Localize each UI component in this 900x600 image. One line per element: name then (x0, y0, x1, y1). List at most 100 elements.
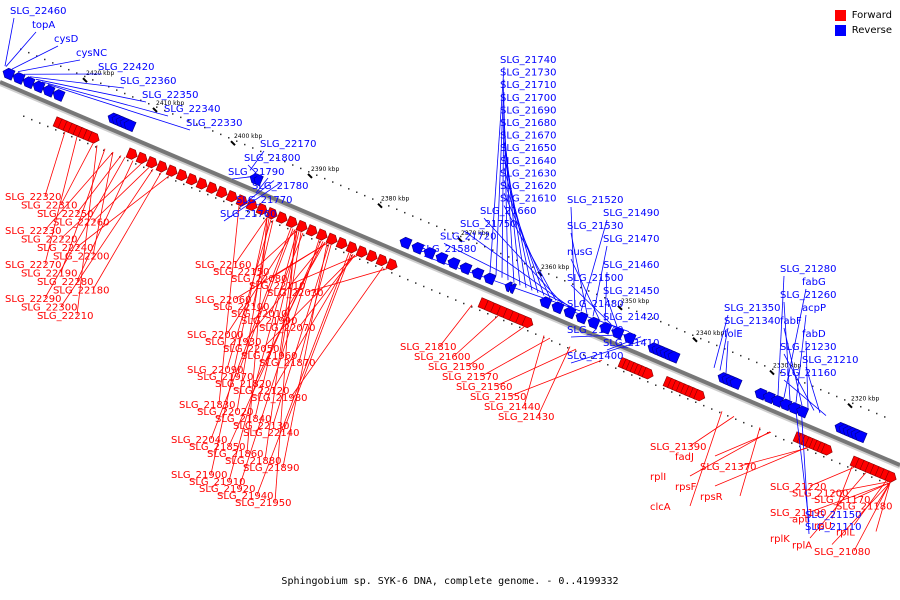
reverse-gene-label: SLG_21640 (500, 156, 556, 167)
minor-tick (623, 370, 625, 373)
minor-tick (220, 133, 222, 136)
minor-tick (484, 245, 486, 248)
forward-gene-arrow (305, 224, 318, 237)
forward-gene-arrow (265, 207, 278, 220)
reverse-gene-arrow (563, 306, 577, 320)
reverse-gene-label: SLG_21340 (724, 316, 780, 327)
reverse-gene-label: SLG_21280 (780, 264, 836, 275)
reverse-gene-arrow (854, 430, 868, 444)
forward-gene-label: SLG_21920 (199, 484, 255, 495)
leader-line (92, 172, 162, 290)
minor-tick (628, 307, 630, 309)
leader-line (4, 17, 15, 67)
forward-gene-label: rplK (770, 534, 790, 545)
minor-tick (44, 58, 46, 61)
forward-gene-label: SLG_21940 (217, 491, 273, 502)
reverse-gene-label: SLG_21520 (567, 195, 623, 206)
minor-tick (279, 224, 281, 226)
minor-tick (668, 324, 670, 326)
minor-tick (207, 193, 209, 196)
tick-label: 2380 kbp (381, 196, 409, 203)
forward-gene-arrow (215, 185, 228, 199)
leader-line (280, 232, 302, 356)
forward-gene-label: rplA (792, 541, 812, 552)
reverse-gene-label: SLG_21690 (500, 105, 556, 116)
minor-tick (876, 412, 878, 415)
reverse-gene-label: SLG_21420 (603, 312, 659, 323)
leader-line (739, 447, 809, 467)
forward-gene-arrow (325, 232, 338, 245)
leader-line (44, 156, 126, 299)
leader-line (805, 340, 809, 408)
reverse-gene-label: cysD (54, 34, 79, 45)
forward-gene-arrow (641, 367, 654, 380)
leader-line (523, 335, 545, 407)
forward-gene-label: apt (792, 515, 808, 526)
legend-reverse-label: Reverse (851, 25, 892, 36)
legend-forward-label: Forward (851, 10, 892, 21)
minor-tick (551, 340, 553, 342)
forward-gene-label: SLG_22130 (233, 421, 289, 432)
minor-tick (372, 198, 374, 200)
minor-tick (319, 241, 321, 243)
reverse-gene-arrow (447, 257, 461, 270)
minor-tick (367, 261, 369, 264)
forward-gene-label: SLG_21370 (700, 462, 756, 473)
leader-line (503, 155, 533, 291)
reverse-gene-label: SLG_22360 (120, 76, 176, 87)
minor-tick (148, 102, 150, 105)
leader-line (439, 304, 473, 347)
legend-reverse: Reverse (834, 23, 892, 38)
tick-label: 2370 kbp (461, 230, 489, 237)
minor-tick (31, 118, 33, 121)
leader-line (467, 326, 525, 367)
reverse-gene-arrow (399, 236, 413, 250)
forward-gene-arrow (521, 315, 534, 329)
minor-tick (204, 126, 206, 129)
forward-gene-label: SLG_21440 (484, 402, 540, 413)
leader-line (44, 151, 114, 231)
minor-tick (436, 225, 438, 228)
leader-line (592, 245, 608, 317)
forward-gene-label: SLG_22250 (37, 209, 93, 220)
leader-line (481, 337, 551, 377)
minor-tick (39, 122, 41, 124)
minor-tick (428, 222, 430, 224)
minor-tick (260, 150, 262, 153)
minor-tick (751, 425, 753, 427)
reverse-gene-label: SLG_21670 (500, 131, 556, 142)
major-tick (377, 203, 383, 209)
major-tick (230, 140, 236, 146)
forward-gene-arrow (820, 443, 833, 456)
leader-line (210, 227, 292, 440)
minor-tick (516, 259, 518, 262)
minor-tick (663, 387, 665, 390)
minor-tick (879, 479, 881, 482)
leader-line (853, 480, 887, 526)
minor-tick (292, 164, 294, 166)
minor-tick (236, 140, 238, 142)
minor-tick (332, 181, 334, 183)
forward-gene-labels: SLG_22320SLG_22310SLG_22250SLG_22260SLG_… (5, 192, 892, 558)
leader-line (92, 152, 114, 256)
minor-tick (527, 329, 529, 332)
leader-line (503, 142, 527, 288)
leader-line (783, 379, 827, 416)
minor-tick (276, 157, 278, 159)
reverse-gene-label: SLG_21350 (724, 303, 780, 314)
reverse-gene-label: SLG_21630 (500, 168, 556, 179)
minor-tick (511, 323, 513, 325)
forward-gene-label: SLG_22260 (53, 218, 109, 229)
forward-gene-label: SLG_21080 (814, 547, 870, 558)
forward-gene-label: SLG_22220 (21, 235, 77, 246)
leader-line (423, 255, 581, 312)
forward-genes (52, 116, 897, 483)
reverse-gene-arrow (123, 119, 137, 133)
leader-line (580, 219, 608, 312)
forward-gene-label: SLG_21390 (650, 442, 706, 453)
reverse-gene-arrow (411, 241, 425, 255)
forward-gene-label: SLG_22290 (5, 294, 61, 305)
leader-line (689, 416, 735, 447)
minor-tick (647, 381, 649, 383)
minor-tick (655, 384, 657, 386)
